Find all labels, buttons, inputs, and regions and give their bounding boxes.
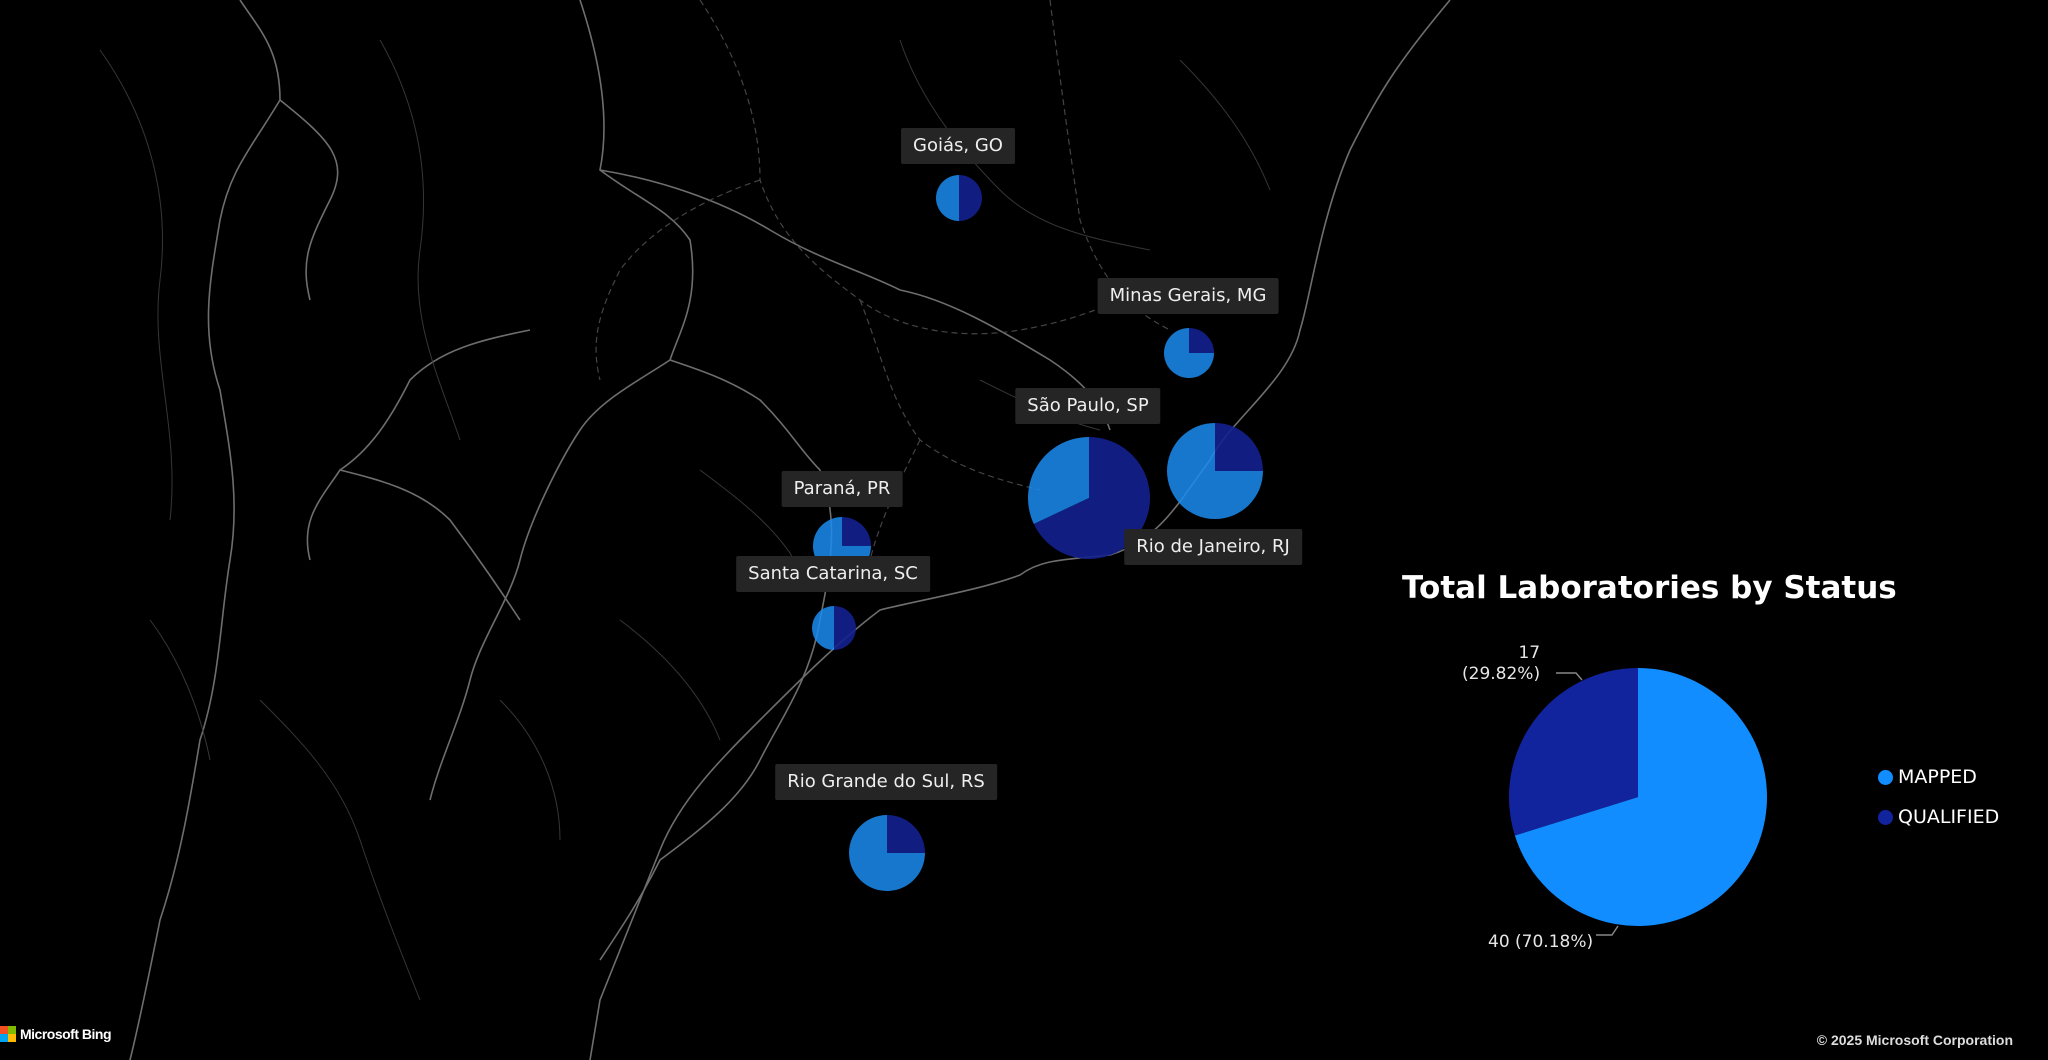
data-label-mapped: 40 (70.18%) <box>1488 932 1594 952</box>
legend-item-mapped[interactable]: MAPPED <box>1878 766 1977 788</box>
state-label: Rio de Janeiro, RJ <box>1124 529 1302 565</box>
mapped-slice[interactable] <box>812 606 834 650</box>
legend-label: MAPPED <box>1898 766 1977 788</box>
state-pie-markers <box>812 175 1263 891</box>
pie-slices <box>1509 668 1767 927</box>
legend-item-qualified[interactable]: QUALIFIED <box>1878 806 1999 828</box>
state-label: Goiás, GO <box>901 128 1015 164</box>
qualified-slice[interactable] <box>887 815 925 853</box>
state-pie-marker[interactable] <box>849 815 925 891</box>
mapped-slice[interactable] <box>1028 437 1089 524</box>
qualified-slice[interactable] <box>842 517 871 546</box>
state-pie-marker[interactable] <box>812 606 856 650</box>
qualified-slice[interactable] <box>1189 328 1214 353</box>
state-label: Santa Catarina, SC <box>736 556 930 592</box>
data-label-line: (29.82%) <box>1462 664 1541 684</box>
mapped-slice[interactable] <box>936 175 959 221</box>
rivers-and-roads <box>99 39 1271 1001</box>
pie-slice-qualified[interactable] <box>1509 668 1638 836</box>
state-label: Paraná, PR <box>781 471 903 507</box>
state-label: Minas Gerais, MG <box>1097 278 1279 314</box>
bing-attribution[interactable]: Microsoft Bing <box>0 1026 112 1042</box>
state-pie-marker[interactable] <box>1028 437 1151 559</box>
state-label: São Paulo, SP <box>1015 388 1161 424</box>
copyright-notice: © 2025 Microsoft Corporation <box>1816 1032 2013 1048</box>
legend-dot-icon <box>1878 809 1893 825</box>
qualified-slice[interactable] <box>834 606 856 650</box>
qualified-slice[interactable] <box>1033 437 1151 559</box>
state-pie-marker[interactable] <box>936 175 982 221</box>
state-pie-marker[interactable] <box>1164 328 1214 378</box>
map-borders <box>129 0 1451 1060</box>
qualified-slice[interactable] <box>1215 423 1263 471</box>
state-pie-marker[interactable] <box>1167 423 1263 519</box>
data-label-line: 17 <box>1518 643 1541 663</box>
chart-title: Total Laboratories by Status <box>1402 570 1897 606</box>
attribution-text: Microsoft Bing <box>20 1026 112 1042</box>
qualified-slice[interactable] <box>959 175 982 221</box>
legend-dot-icon <box>1878 769 1893 785</box>
pie-slice-mapped[interactable] <box>1514 668 1767 927</box>
data-label-qualified: 17 (29.82%) <box>1462 643 1540 685</box>
microsoft-logo-icon <box>0 1026 16 1042</box>
legend-label: QUALIFIED <box>1898 806 2000 828</box>
state-label: Rio Grande do Sul, RS <box>775 764 997 800</box>
